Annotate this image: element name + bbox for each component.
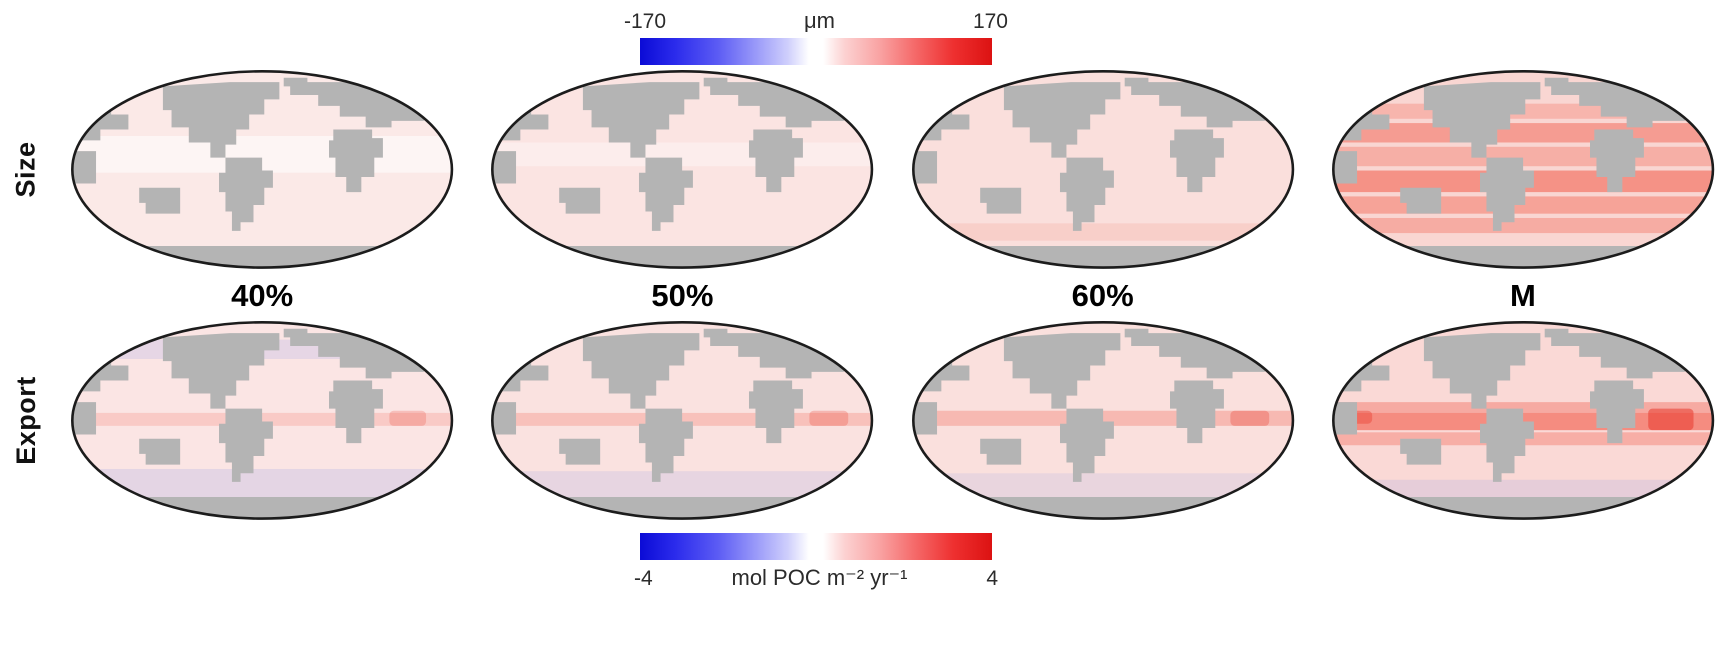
continent-shape	[162, 82, 280, 158]
continent-shape	[912, 151, 937, 184]
continent-shape	[639, 408, 694, 482]
column-label-m: M	[1509, 277, 1536, 313]
map-outline	[491, 70, 874, 269]
map-outline	[911, 70, 1294, 269]
mollweide-map-export-60pct	[911, 320, 1294, 520]
continent-shape	[162, 333, 280, 409]
map-panel-export-m	[1313, 318, 1733, 523]
continent-shape	[1479, 408, 1534, 482]
row-label-size-wrap: Size	[0, 67, 52, 272]
continent-shape	[979, 187, 1021, 214]
continent-shape	[1423, 333, 1541, 409]
colorbar-size-labels: -170 μm 170	[624, 8, 1008, 34]
mollweide-map-export-50pct	[491, 320, 874, 520]
continent-shape	[218, 408, 273, 482]
anomaly-spot	[389, 410, 427, 426]
continent-shape	[979, 438, 1021, 465]
continent-shape	[218, 157, 273, 231]
continent-shape	[559, 438, 601, 465]
continent-shape	[139, 187, 181, 214]
map-outline	[491, 320, 874, 520]
map-panel-size-60pct	[893, 67, 1313, 272]
anomaly-band	[1333, 402, 1713, 413]
colorbar-export-max-label: 4	[986, 566, 998, 590]
row-label-export-wrap: Export	[0, 318, 52, 523]
colorbar-export-unit-label: mol POC m⁻² yr⁻¹	[731, 564, 908, 590]
map-panel-size-50pct	[472, 67, 892, 272]
map-outline	[71, 70, 454, 269]
mollweide-map-size-40pct	[71, 70, 454, 269]
continent-shape	[583, 82, 700, 158]
continent-shape	[492, 402, 517, 435]
continent-shape	[1003, 333, 1120, 409]
continent-shape	[1399, 438, 1441, 465]
mollweide-map-size-m	[1331, 70, 1714, 269]
continent-shape	[139, 438, 181, 465]
colorbar-size-gradient	[640, 38, 992, 65]
anomaly-band	[1333, 217, 1713, 234]
map-panel-export-50pct	[472, 318, 892, 523]
continent-shape	[912, 402, 937, 435]
map-grid: Size	[0, 67, 1733, 523]
continent-shape	[1589, 129, 1644, 193]
row-label-export: Export	[10, 376, 41, 465]
colorbar-size-unit-label: μm	[803, 8, 835, 33]
continent-shape	[1399, 187, 1441, 214]
column-label-60: 60%	[1071, 277, 1134, 313]
colorbar-size-max-label: 170	[972, 10, 1008, 33]
continent-shape	[328, 129, 383, 193]
continent-shape	[1169, 129, 1224, 193]
anomaly-spot	[809, 410, 849, 426]
continent-shape	[1169, 380, 1224, 444]
anomaly-band	[912, 223, 1293, 241]
anomaly-band	[912, 473, 1293, 497]
continent-shape	[559, 187, 601, 214]
map-panel-export-40pct	[52, 318, 472, 523]
anomaly-band	[72, 468, 452, 497]
continent-shape	[328, 380, 383, 444]
continent-shape	[639, 157, 694, 231]
continent-shape	[72, 402, 97, 435]
continent-shape	[492, 151, 517, 184]
colorbar-export-min-label: -4	[634, 566, 653, 590]
continent-shape	[1479, 157, 1534, 231]
row-label-size: Size	[10, 141, 41, 198]
continent-shape	[749, 129, 804, 193]
column-label-40: 40%	[231, 277, 294, 313]
anomaly-spot	[1229, 410, 1269, 426]
mollweide-map-export-m	[1331, 320, 1714, 520]
colorbar-size: -170 μm 170	[624, 0, 1008, 65]
mollweide-map-size-60pct	[911, 70, 1294, 269]
continent-shape	[583, 333, 700, 409]
continent-shape	[1333, 151, 1357, 184]
map-outline	[71, 320, 454, 520]
continent-shape	[72, 151, 97, 184]
anomaly-spot	[1647, 408, 1694, 431]
anomaly-band	[1333, 479, 1713, 500]
continent-shape	[1589, 380, 1644, 444]
colorbar-export-gradient	[640, 532, 992, 560]
map-panel-export-60pct	[893, 318, 1313, 523]
continent-shape	[1333, 402, 1357, 435]
map-panel-size-m	[1313, 67, 1733, 272]
anomaly-band	[492, 471, 873, 497]
continent-shape	[1003, 82, 1120, 158]
map-outline	[1331, 70, 1714, 269]
continent-shape	[1059, 408, 1114, 482]
continent-shape	[749, 380, 804, 444]
continent-shape	[1059, 157, 1114, 231]
map-outline	[1331, 320, 1714, 520]
colorbar-export-labels: -4 mol POC m⁻² yr⁻¹ 4	[634, 565, 998, 591]
mollweide-map-export-40pct	[71, 320, 454, 520]
map-outline	[911, 320, 1294, 520]
mollweide-map-size-50pct	[491, 70, 874, 269]
continent-shape	[1423, 82, 1541, 158]
column-label-50: 50%	[651, 277, 714, 313]
map-panel-size-40pct	[52, 67, 472, 272]
colorbar-size-min-label: -170	[624, 10, 667, 33]
colorbar-export: -4 mol POC m⁻² yr⁻¹ 4	[634, 532, 998, 591]
